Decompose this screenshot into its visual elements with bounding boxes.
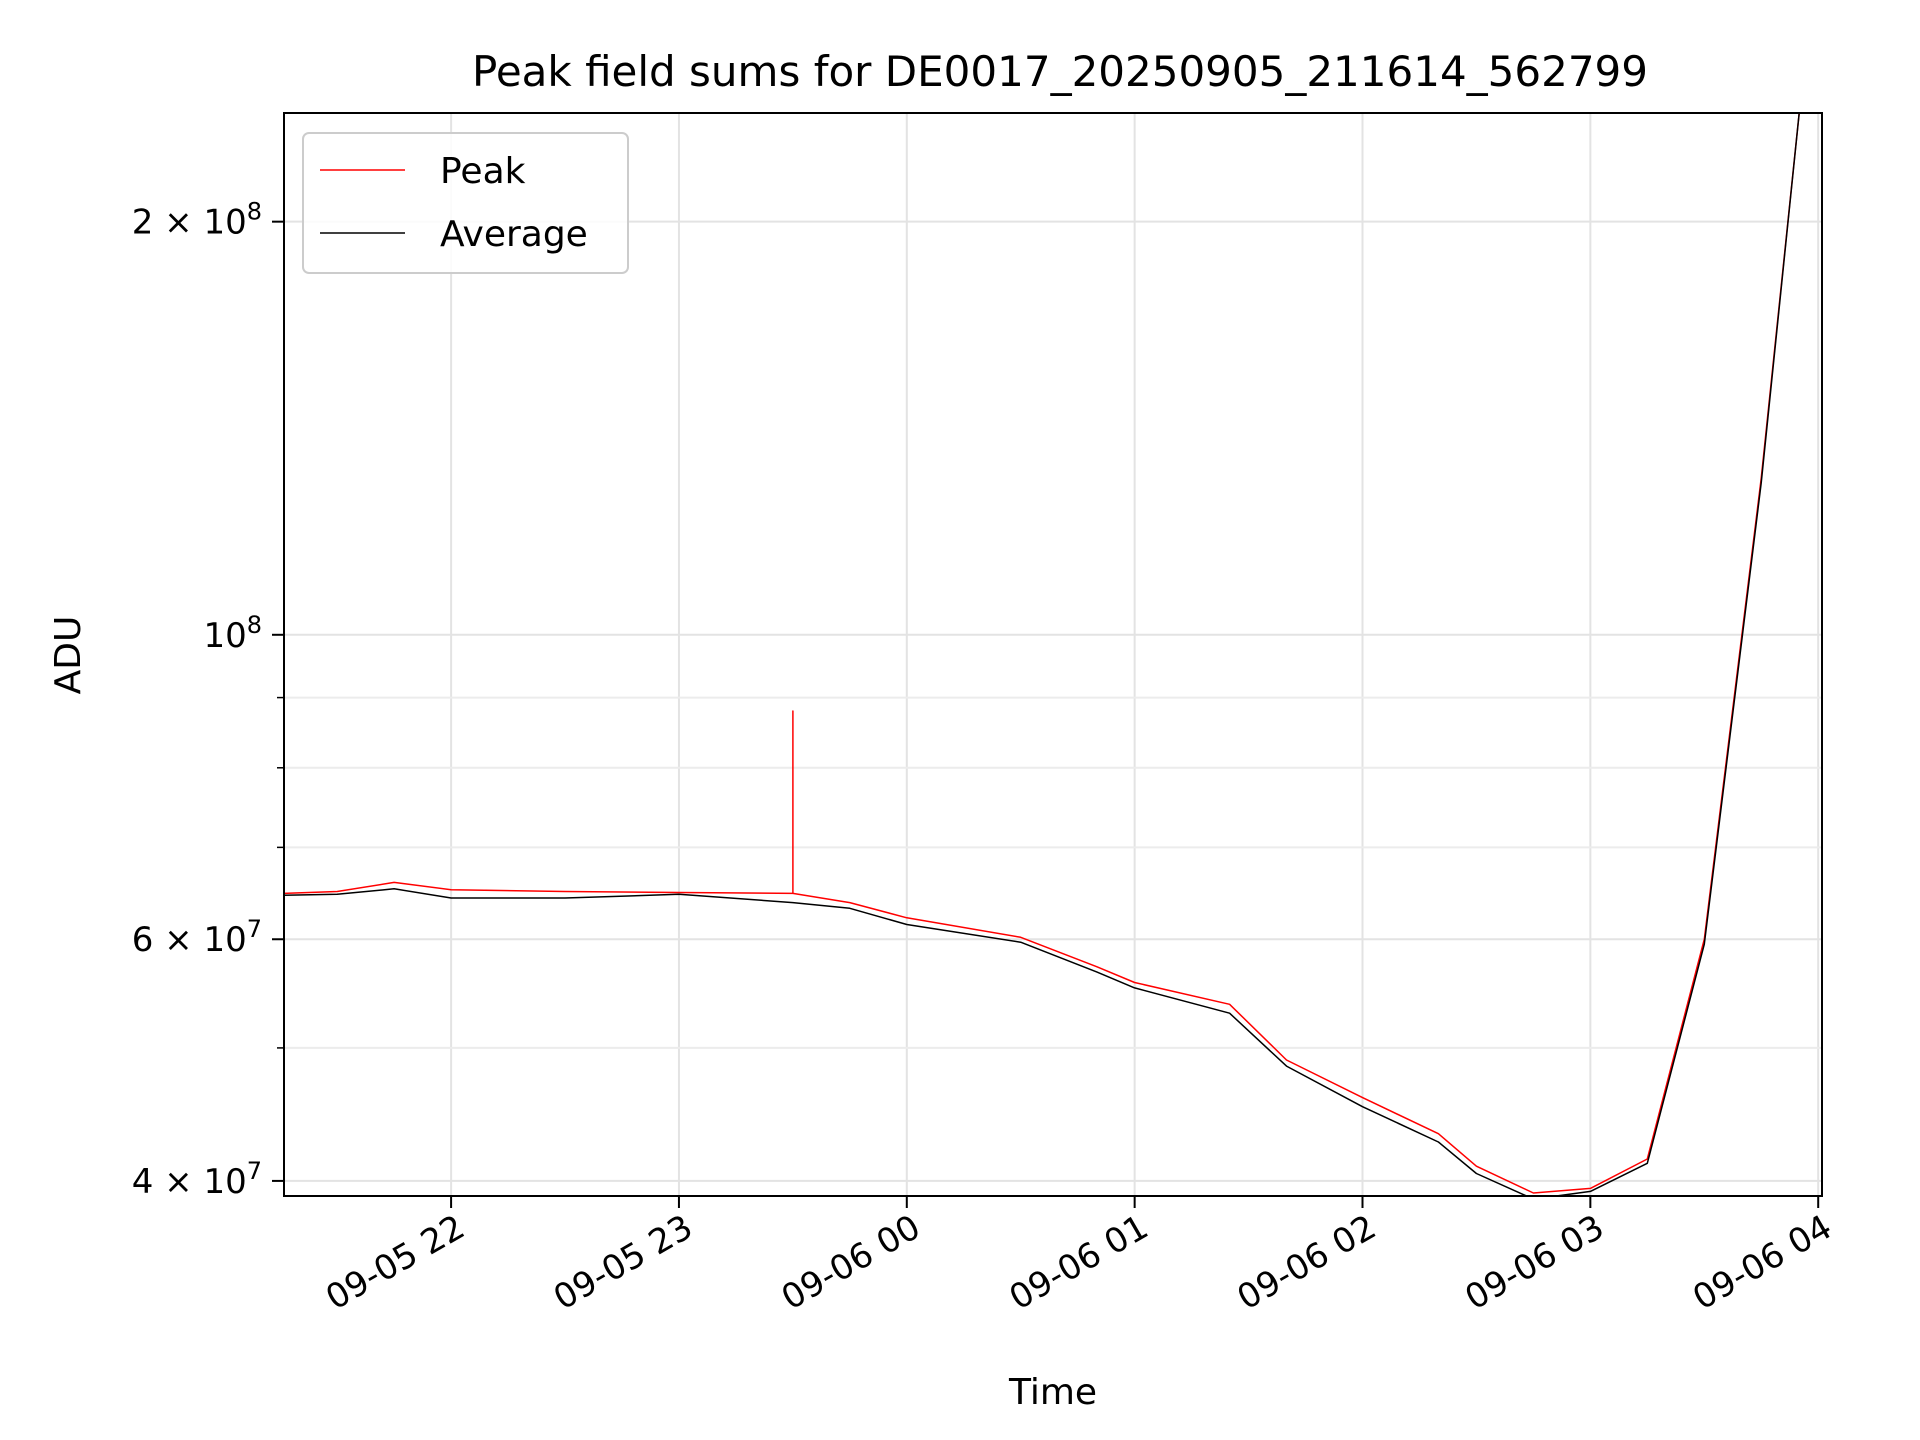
series-layer	[284, 113, 1800, 1196]
y-tick-label: 2 × 108	[132, 198, 262, 243]
y-axis-label: ADU	[48, 616, 89, 695]
series-line-average	[284, 113, 1800, 1196]
legend: Peak Average	[302, 132, 629, 274]
legend-box	[302, 132, 629, 274]
x-axis-label: Time	[1008, 1372, 1097, 1413]
y-tick-label: 6 × 107	[132, 915, 262, 960]
y-tick-label: 4 × 107	[132, 1157, 262, 1202]
legend-label-peak: Peak	[440, 151, 526, 192]
legend-label-average: Average	[440, 214, 588, 255]
y-axis: 4 × 107 6 × 107 108 2 × 108	[132, 198, 284, 1202]
chart-title: Peak field sums for DE0017_20250905_2116…	[472, 47, 1648, 96]
series-line-peak	[284, 113, 1800, 1194]
y-tick-label: 108	[203, 611, 262, 656]
plot-frame	[283, 112, 1823, 1197]
